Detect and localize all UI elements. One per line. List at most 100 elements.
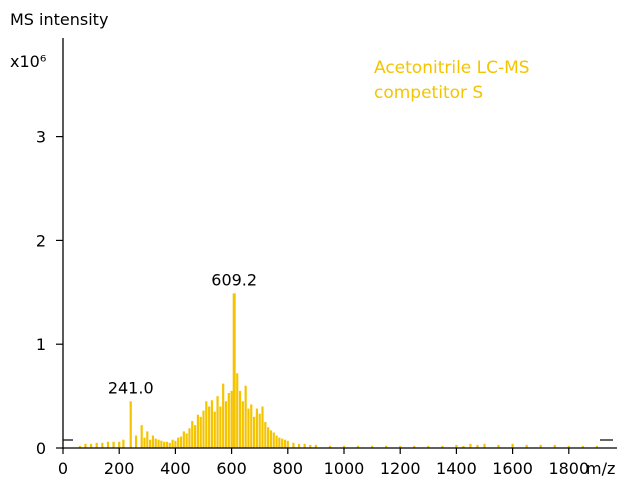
spectrum-bar bbox=[581, 445, 584, 448]
spectrum-bar bbox=[303, 443, 306, 448]
spectrum-bar bbox=[168, 442, 171, 448]
spectrum-bar bbox=[191, 421, 194, 448]
spectrum-bar bbox=[106, 441, 110, 448]
x-tick-label: 1000 bbox=[324, 459, 365, 478]
spectrum-bar bbox=[272, 432, 275, 448]
spectrum-bar bbox=[399, 445, 402, 448]
spectrum-bar bbox=[241, 401, 244, 448]
spectrum-bar bbox=[385, 445, 388, 448]
spectrum-bar bbox=[281, 438, 284, 448]
spectrum-bar bbox=[328, 445, 332, 448]
x-tick-label: 400 bbox=[160, 459, 191, 478]
spectrum-bar bbox=[171, 439, 174, 448]
spectrum-bar bbox=[297, 443, 301, 448]
spectrum-bar bbox=[151, 435, 155, 448]
spectrum-bar bbox=[342, 445, 346, 448]
spectrum-bar bbox=[267, 427, 270, 448]
x-tick-label: 600 bbox=[216, 459, 247, 478]
spectrum-bar bbox=[314, 444, 317, 448]
spectrum-bar bbox=[179, 436, 183, 448]
spectrum-bar bbox=[112, 441, 115, 448]
spectrum-bar bbox=[188, 428, 191, 448]
spectrum-bar bbox=[252, 416, 256, 448]
spectrum-bar bbox=[427, 445, 430, 448]
spectrum-bar bbox=[441, 445, 444, 448]
spectrum-bar bbox=[553, 444, 556, 448]
x-axis-label: m/z bbox=[586, 459, 615, 478]
spectrum-bar bbox=[224, 401, 228, 448]
peak-annotations: 241.0 609.2 bbox=[108, 270, 257, 397]
spectrum-bar bbox=[269, 430, 273, 448]
spectrum-bar bbox=[101, 442, 104, 448]
spectrum-bar bbox=[476, 444, 479, 448]
spectrum-bar bbox=[129, 401, 132, 448]
spectrum-bar bbox=[539, 444, 542, 448]
spectrum-bar bbox=[222, 383, 225, 448]
spectrum-bar bbox=[216, 396, 219, 448]
spectrum-bar bbox=[177, 437, 180, 448]
spectrum-bar bbox=[122, 439, 125, 448]
y-tick-label: 3 bbox=[36, 128, 46, 147]
spectrum-bar bbox=[511, 443, 514, 448]
spectrum-bar bbox=[286, 440, 289, 448]
x-tick-label: 200 bbox=[104, 459, 135, 478]
spectrum-bar bbox=[146, 431, 149, 448]
spectrum-bar bbox=[261, 406, 264, 448]
spectrum-bar bbox=[208, 406, 211, 448]
spectrum-bar bbox=[143, 437, 146, 448]
peak-label: 241.0 bbox=[108, 378, 154, 397]
spectrum-bar bbox=[165, 441, 169, 448]
spectrum-bar bbox=[292, 442, 295, 448]
x-tick-label: 1800 bbox=[548, 459, 589, 478]
spectrum-bar bbox=[250, 404, 253, 448]
spectrum-bar bbox=[455, 444, 458, 448]
y-multiplier-label: x10⁶ bbox=[10, 52, 46, 71]
spectrum-bar bbox=[497, 444, 500, 448]
spectrum-bar bbox=[157, 439, 160, 448]
spectrum-bar bbox=[185, 433, 188, 448]
y-tick-label: 0 bbox=[36, 439, 46, 458]
spectrum-bar bbox=[238, 390, 242, 448]
spectrum-bar bbox=[118, 441, 121, 448]
spectrum-bar bbox=[210, 400, 214, 448]
spectrum-bar bbox=[258, 413, 261, 448]
x-tick-label: 1200 bbox=[380, 459, 421, 478]
spectrum-bar bbox=[264, 422, 267, 448]
spectrum-bar bbox=[219, 406, 222, 448]
spectrum-bar bbox=[232, 293, 236, 448]
spectrum-bar bbox=[255, 408, 258, 448]
spectrum-bar bbox=[469, 443, 472, 448]
spectrum-bar bbox=[160, 440, 163, 448]
x-tick-label: 1600 bbox=[492, 459, 533, 478]
spectrum-bar bbox=[205, 401, 208, 448]
y-ticks: 0 1 2 3 bbox=[36, 128, 63, 458]
spectrum-bar bbox=[236, 373, 239, 448]
spectrum-bar bbox=[193, 425, 197, 448]
x-tick-label: 1400 bbox=[436, 459, 477, 478]
x-tick-label: 0 bbox=[58, 459, 68, 478]
legend-line-1: Acetonitrile LC-MS bbox=[374, 58, 530, 78]
spectrum-bars bbox=[78, 293, 598, 448]
legend: Acetonitrile LC-MS competitor S bbox=[374, 58, 530, 103]
spectrum-bar bbox=[483, 443, 486, 448]
spectrum-bar bbox=[462, 445, 465, 448]
spectrum-bar bbox=[149, 439, 152, 448]
axes bbox=[62, 38, 617, 449]
spectrum-bar bbox=[227, 392, 230, 448]
spectrum-bar bbox=[163, 441, 166, 448]
y-tick-label: 1 bbox=[36, 335, 46, 354]
spectrum-bar bbox=[95, 442, 98, 448]
y-axis-label: MS intensity bbox=[10, 10, 108, 29]
spectrum-bar bbox=[140, 425, 143, 448]
spectrum-bar bbox=[230, 390, 233, 448]
spectrum-bar bbox=[154, 438, 157, 448]
spectrum-bar bbox=[371, 445, 374, 448]
spectrum-bar bbox=[84, 443, 87, 448]
spectrum-bar bbox=[247, 408, 250, 448]
spectrum-bar bbox=[278, 437, 281, 448]
spectrum-bar bbox=[213, 411, 216, 448]
spectrum-bar bbox=[202, 410, 205, 448]
spectrum-bar bbox=[134, 435, 138, 448]
legend-line-2: competitor S bbox=[374, 83, 483, 103]
